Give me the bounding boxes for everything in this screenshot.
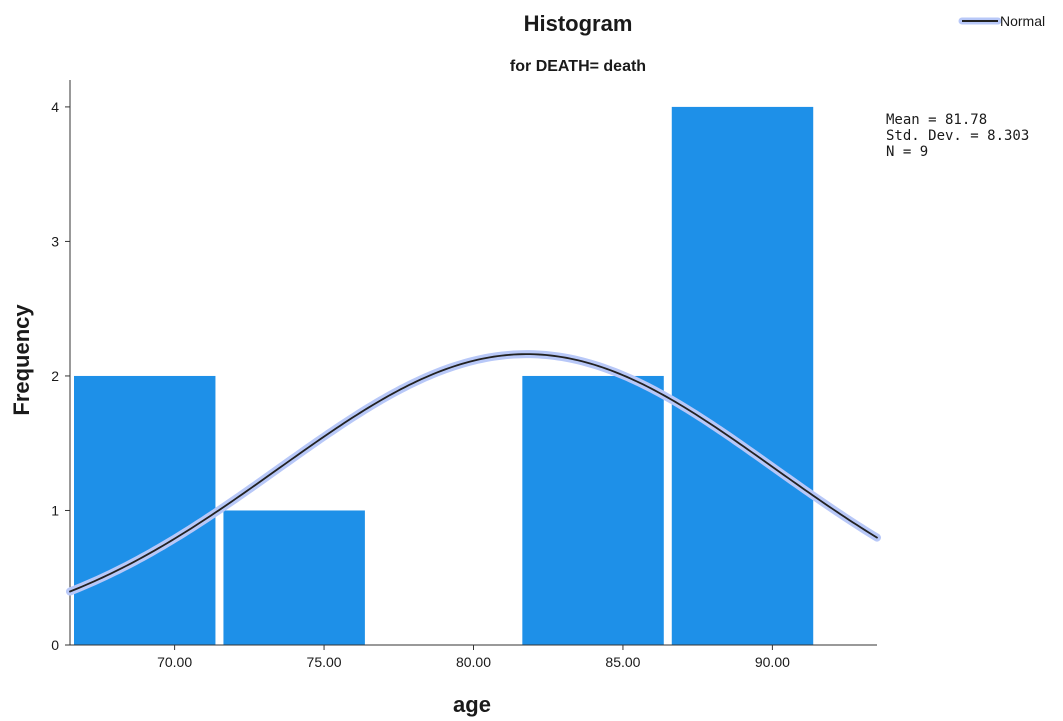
- y-tick-label: 3: [51, 233, 59, 249]
- legend-label: Normal: [1000, 13, 1045, 29]
- y-tick-label: 4: [51, 99, 59, 115]
- stats-box: Mean = 81.78 Std. Dev. = 8.303 N = 9: [886, 112, 1029, 160]
- plot-area: 0 1 2 3 4 70.00 75.00 80.00 85.00 90.00: [51, 80, 881, 670]
- histogram-bar: [671, 106, 814, 645]
- chart-title: Histogram: [524, 11, 633, 36]
- x-tick-label: 85.00: [605, 654, 640, 670]
- histogram-bar: [74, 375, 216, 645]
- y-axis-label: Frequency: [9, 304, 34, 416]
- chart-subtitle: for DEATH= death: [510, 58, 646, 75]
- legend: Normal: [958, 13, 1045, 29]
- stats-std-dev: Std. Dev. = 8.303: [886, 128, 1029, 144]
- histogram-bar: [223, 510, 365, 645]
- stats-mean: Mean = 81.78: [886, 112, 987, 128]
- y-tick-label: 1: [51, 502, 59, 518]
- stats-n: N = 9: [886, 144, 928, 160]
- x-tick-label: 90.00: [755, 654, 790, 670]
- histogram-bar: [522, 375, 664, 645]
- x-axis-label: age: [453, 692, 491, 717]
- x-tick-label: 80.00: [456, 654, 491, 670]
- x-tick-label: 70.00: [157, 654, 192, 670]
- y-tick-label: 0: [51, 637, 59, 653]
- normal-curve: [69, 353, 878, 593]
- x-tick-label: 75.00: [307, 654, 342, 670]
- y-tick-label: 2: [51, 368, 59, 384]
